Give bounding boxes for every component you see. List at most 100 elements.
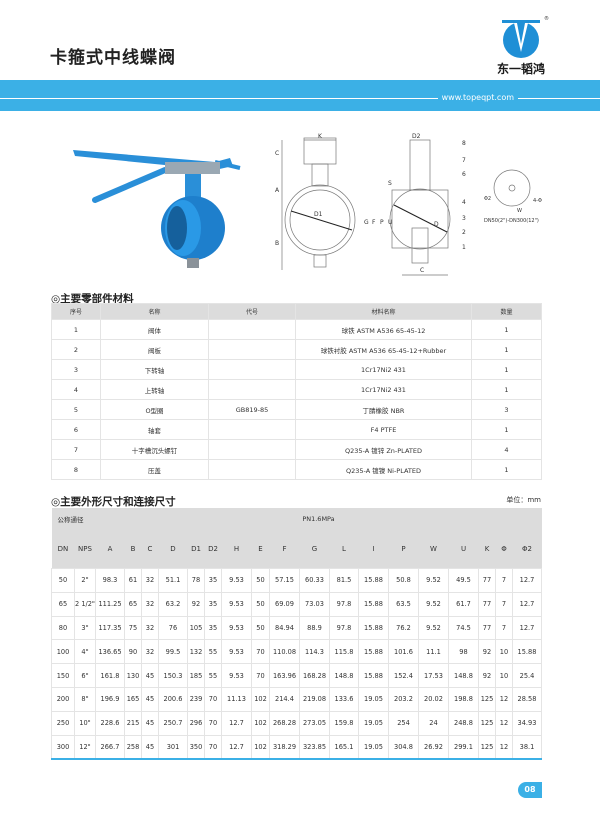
table-cell: 161.8 bbox=[95, 663, 125, 688]
table-cell: 35 bbox=[204, 568, 222, 593]
table-cell: 65 bbox=[51, 591, 75, 617]
table-cell: 7 bbox=[495, 568, 513, 593]
page-title: 卡箍式中线蝶阀 bbox=[50, 48, 176, 68]
table-cell: 19.05 bbox=[358, 734, 389, 761]
table-cell: 35 bbox=[204, 591, 222, 617]
table-cell: 92 bbox=[187, 591, 205, 617]
table-cell: 下转轴 bbox=[100, 359, 209, 380]
table-cell: 98 bbox=[448, 639, 479, 665]
table-cell: 97.8 bbox=[329, 615, 359, 641]
table-cell: 70 bbox=[204, 710, 222, 736]
table-cell: 78 bbox=[187, 568, 205, 593]
table-cell: 轴套 bbox=[100, 419, 209, 440]
column-header: 材料名称 bbox=[295, 303, 472, 320]
parts-table: 序号 名称 代号 材料名称 数量 1 阀体 球铁 ASTM A536 65-45-12 1 2 阀… bbox=[51, 303, 542, 480]
table-cell: 63.2 bbox=[158, 591, 188, 617]
band-divider bbox=[0, 98, 600, 99]
table-row: 150 6" 161.8 130 45 150.3 185 55 9.53 70 163.96 168… bbox=[51, 663, 542, 688]
callout-8: 8 bbox=[462, 140, 466, 147]
pressure-header: PN1.6MPa bbox=[95, 508, 542, 530]
dim-P: P bbox=[380, 219, 384, 226]
dim-D1: D1 bbox=[314, 211, 323, 218]
table-cell: 19.05 bbox=[358, 710, 389, 736]
dim-K: K bbox=[318, 133, 323, 140]
table-cell: 248.8 bbox=[448, 710, 479, 736]
website-url[interactable]: www.topeqpt.com bbox=[437, 93, 518, 102]
column-header: 代号 bbox=[208, 303, 296, 320]
column-header: B bbox=[124, 530, 142, 569]
table-cell: 1 bbox=[471, 339, 542, 360]
table-cell: 168.28 bbox=[299, 663, 330, 688]
dim-U: U bbox=[388, 219, 392, 226]
table-cell: 8" bbox=[74, 686, 96, 712]
table-cell: 9.52 bbox=[418, 568, 449, 593]
table-cell: 84.94 bbox=[269, 615, 300, 641]
column-header: A bbox=[95, 530, 125, 569]
table-cell: 101.6 bbox=[388, 639, 419, 665]
table-cell: 111.25 bbox=[95, 591, 125, 617]
table-cell: 15.88 bbox=[358, 591, 389, 617]
table-row: 100 4" 136.65 90 32 99.5 132 55 9.53 70 110.08 114.… bbox=[51, 639, 542, 665]
table-row: 8 压盖 Q235-A 镀镍 Ni-PLATED 1 bbox=[51, 459, 542, 480]
table-cell: 上转轴 bbox=[100, 379, 209, 400]
table-cell: 50 bbox=[51, 568, 75, 593]
table-cell: Q235-A 镀镍 Ni-PLATED bbox=[295, 459, 472, 480]
page-number: 08 bbox=[518, 782, 542, 798]
table-cell: 100 bbox=[51, 639, 75, 665]
table-cell: 50 bbox=[251, 615, 270, 641]
table-row: 7 十字槽沉头螺钉 Q235-A 镀锌 Zn-PLATED 4 bbox=[51, 439, 542, 460]
table-cell: GB819-85 bbox=[208, 399, 296, 420]
table-cell: 57.15 bbox=[269, 568, 300, 593]
table-row: 300 12" 266.7 258 45 301 350 70 12.7 102 318.29 323… bbox=[51, 734, 542, 761]
table-cell: 61.7 bbox=[448, 591, 479, 617]
table-cell bbox=[208, 319, 296, 340]
table-cell: 50.8 bbox=[388, 568, 419, 593]
column-header: 名称 bbox=[100, 303, 209, 320]
column-header: 数量 bbox=[471, 303, 542, 320]
table-cell: 25.4 bbox=[512, 663, 542, 688]
dims-section-title: ◎主要外形尺寸和连接尺寸 bbox=[51, 496, 176, 508]
table-cell: 7 bbox=[51, 439, 101, 460]
table-cell bbox=[208, 359, 296, 380]
table-cell: 12 bbox=[495, 686, 513, 712]
table-cell: 70 bbox=[204, 686, 222, 712]
table-cell: 12 bbox=[495, 734, 513, 761]
table-cell: 301 bbox=[158, 734, 188, 761]
table-cell: 110.08 bbox=[269, 639, 300, 665]
table-cell: 20.02 bbox=[418, 686, 449, 712]
table-cell: 1 bbox=[471, 319, 542, 340]
table-cell: 152.4 bbox=[388, 663, 419, 688]
table-cell: 323.85 bbox=[299, 734, 330, 761]
table-cell: 304.8 bbox=[388, 734, 419, 761]
dim-G: G bbox=[364, 219, 369, 226]
table-cell: 7 bbox=[495, 591, 513, 617]
table-cell: 45 bbox=[141, 734, 159, 761]
table-cell: 266.7 bbox=[95, 734, 125, 761]
table-cell: 115.8 bbox=[329, 639, 359, 665]
column-header: DN bbox=[51, 530, 75, 569]
table-cell: 17.53 bbox=[418, 663, 449, 688]
dim-phi2: Φ2 bbox=[484, 196, 491, 202]
table-cell: 114.3 bbox=[299, 639, 330, 665]
table-cell: 38.1 bbox=[512, 734, 542, 761]
table-cell: 3" bbox=[74, 615, 96, 641]
callout-2: 2 bbox=[462, 229, 466, 236]
table-cell: 6" bbox=[74, 663, 96, 688]
table-cell: 十字槽沉头螺钉 bbox=[100, 439, 209, 460]
table-cell: 12.7 bbox=[221, 734, 252, 761]
table-cell: 198.8 bbox=[448, 686, 479, 712]
table-cell: 150.3 bbox=[158, 663, 188, 688]
callout-6: 6 bbox=[462, 171, 466, 178]
column-header: L bbox=[329, 530, 359, 569]
table-cell: 1Cr17Ni2 431 bbox=[295, 359, 472, 380]
table-cell: 2 bbox=[51, 339, 101, 360]
table-cell: 73.03 bbox=[299, 591, 330, 617]
table-cell: 92 bbox=[478, 639, 496, 665]
brand-logo: ® bbox=[502, 15, 549, 58]
table-cell: 49.5 bbox=[448, 568, 479, 593]
dims-header-row: DN NPS A B C D D1 D2 H E F G L I P W U K Φ Φ2 bbox=[51, 530, 542, 569]
table-cell: 76.2 bbox=[388, 615, 419, 641]
table-cell: 50 bbox=[251, 591, 270, 617]
table-cell: 98.3 bbox=[95, 568, 125, 593]
table-cell: 4 bbox=[51, 379, 101, 400]
